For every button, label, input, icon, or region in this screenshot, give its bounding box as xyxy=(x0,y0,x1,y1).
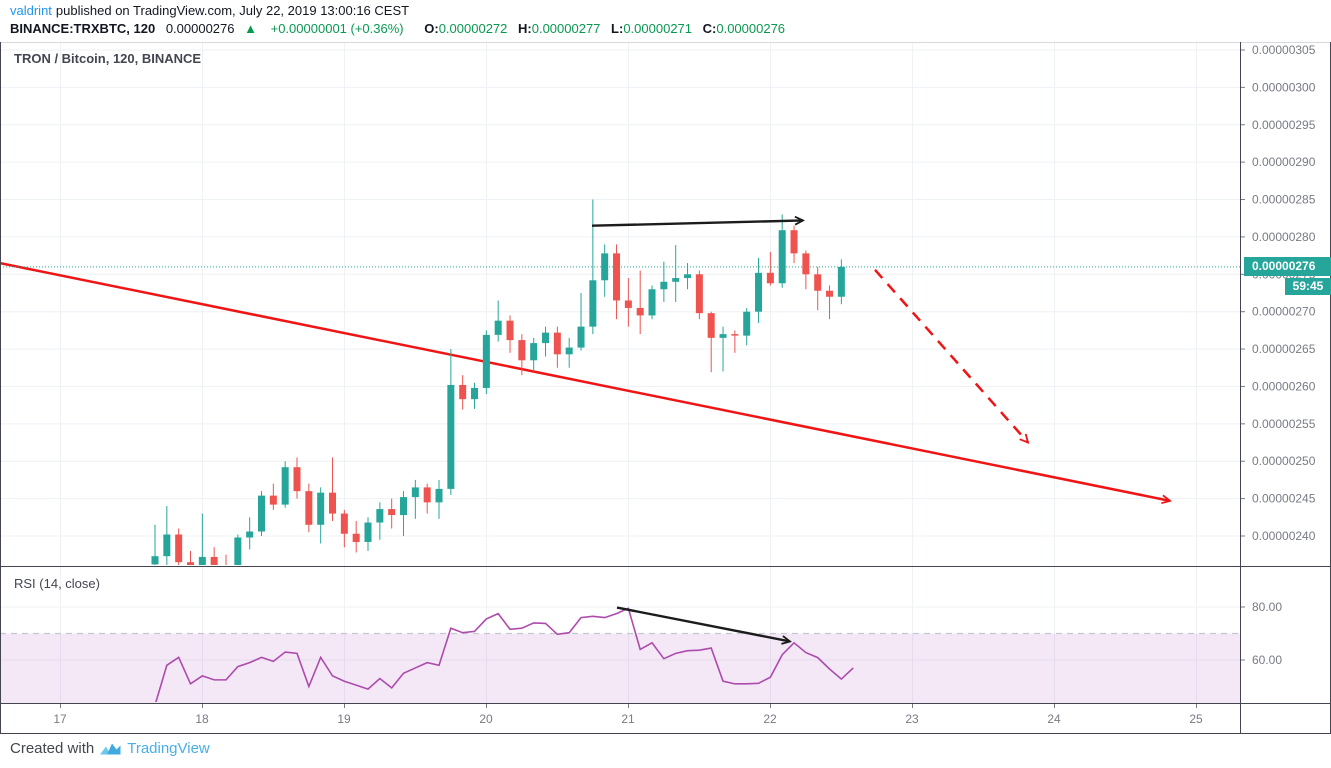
symbol-label: BINANCE:TRXBTC, 120 xyxy=(10,21,156,36)
forecast-dashed-arrow[interactable] xyxy=(874,268,1030,445)
bar-countdown-badge: 59:45 xyxy=(1285,278,1331,295)
high-label: H: xyxy=(518,21,532,36)
publish-text: published on TradingView.com, July 22, 2… xyxy=(55,3,410,18)
open-label: O: xyxy=(424,21,439,36)
price-tick-label: 0.00000240 xyxy=(1252,529,1316,543)
last-price: 0.00000276 xyxy=(165,21,235,36)
time-tick-label: 17 xyxy=(53,712,67,726)
chart-legend[interactable]: TRON / Bitcoin, 120, BINANCE xyxy=(14,51,202,66)
low-label: L: xyxy=(611,21,624,36)
time-tick-label: 19 xyxy=(337,712,351,726)
time-tick-label: 25 xyxy=(1189,712,1203,726)
price-axis[interactable]: 0.00000305 0.00000300 0.00000295 0.00000290… xyxy=(1240,43,1316,667)
time-tick-label: 18 xyxy=(195,712,209,726)
high-value: 0.00000277 xyxy=(531,21,601,36)
candlesticks xyxy=(151,199,845,565)
tradingview-brand-link[interactable]: TradingView xyxy=(127,740,210,757)
time-tick-label: 21 xyxy=(621,712,635,726)
price-tick-label: 0.00000300 xyxy=(1252,80,1316,94)
price-tick-label: 0.00000280 xyxy=(1252,230,1316,244)
price-flat-arrow[interactable] xyxy=(591,215,806,227)
time-tick-label: 20 xyxy=(479,712,493,726)
price-tick-label: 0.00000245 xyxy=(1252,492,1316,506)
low-value: 0.00000271 xyxy=(623,21,693,36)
rsi-overbought-band xyxy=(0,632,1240,703)
rsi-indicator-label[interactable]: RSI (14, close) xyxy=(14,576,100,591)
time-axis[interactable]: 17 18 19 20 21 22 23 24 25 xyxy=(53,703,1203,726)
price-tick-label: 0.00000270 xyxy=(1252,305,1316,319)
created-with-text: Created with xyxy=(10,740,95,757)
rsi-tick-label: 60.00 xyxy=(1252,653,1282,667)
price-tick-label: 0.00000250 xyxy=(1252,454,1316,468)
footer-attribution: Created with TradingView xyxy=(10,740,210,757)
price-tick-label: 0.00000255 xyxy=(1252,417,1316,431)
current-price-badge: 0.00000276 xyxy=(1244,257,1331,276)
pane-borders xyxy=(0,42,1331,734)
time-tick-label: 22 xyxy=(763,712,777,726)
price-tick-label: 0.00000285 xyxy=(1252,193,1316,207)
gridlines xyxy=(0,43,1240,703)
price-tick-label: 0.00000265 xyxy=(1252,342,1316,356)
rsi-divergence-arrow[interactable] xyxy=(616,606,792,645)
symbol-ohlc-bar: BINANCE:TRXBTC, 120 0.00000276 ▲ +0.0000… xyxy=(10,21,785,36)
change-up-arrow-icon: ▲ xyxy=(244,21,257,36)
publish-info: valdrint published on TradingView.com, Ju… xyxy=(10,3,409,18)
price-tick-label: 0.00000295 xyxy=(1252,118,1316,132)
close-value: 0.00000276 xyxy=(716,21,786,36)
price-tick-label: 0.00000305 xyxy=(1252,43,1316,57)
author-link[interactable]: valdrint xyxy=(10,3,52,18)
change-value: +0.00000001 (+0.36%) xyxy=(270,21,404,36)
close-label: C: xyxy=(702,21,717,36)
open-value: 0.00000272 xyxy=(438,21,508,36)
price-tick-label: 0.00000260 xyxy=(1252,379,1316,393)
rsi-line xyxy=(155,607,854,702)
rsi-tick-label: 80.00 xyxy=(1252,600,1282,614)
time-tick-label: 23 xyxy=(905,712,919,726)
time-tick-label: 24 xyxy=(1047,712,1061,726)
price-tick-label: 0.00000290 xyxy=(1252,155,1316,169)
tradingview-logo-icon[interactable] xyxy=(99,741,122,756)
descending-trendline[interactable] xyxy=(0,261,1172,505)
